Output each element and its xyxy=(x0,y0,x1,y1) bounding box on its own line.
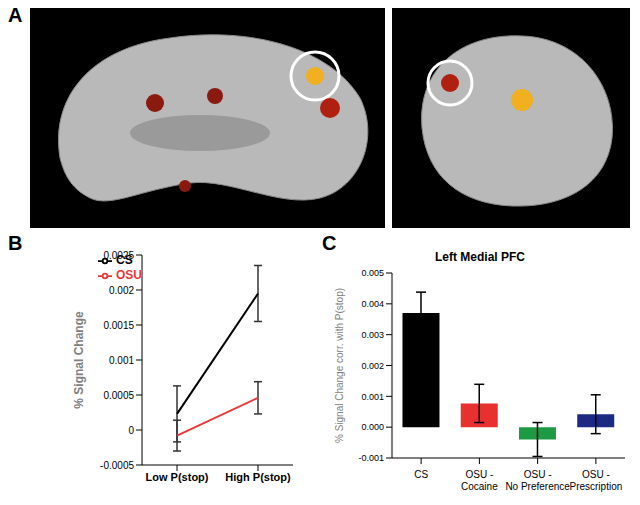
svg-text:0.0015: 0.0015 xyxy=(103,320,134,331)
svg-text:0.0005: 0.0005 xyxy=(103,390,134,401)
svg-text:0.005: 0.005 xyxy=(361,268,384,278)
svg-text:0.0025: 0.0025 xyxy=(103,250,134,261)
svg-text:Low P(stop): Low P(stop) xyxy=(146,471,209,483)
svg-text:% Signal Change: % Signal Change xyxy=(72,311,86,409)
svg-text:CS: CS xyxy=(414,469,428,480)
svg-text:High P(stop): High P(stop) xyxy=(225,471,291,483)
svg-text:OSU -No Preference: OSU -No Preference xyxy=(505,469,570,492)
svg-text:0.000: 0.000 xyxy=(361,422,384,432)
svg-text:0.001: 0.001 xyxy=(361,392,384,402)
svg-text:0.003: 0.003 xyxy=(361,330,384,340)
svg-text:OSU -Cocaine: OSU -Cocaine xyxy=(461,469,498,492)
svg-text:0.004: 0.004 xyxy=(361,299,384,309)
svg-text:0: 0 xyxy=(128,425,134,436)
svg-text:0.002: 0.002 xyxy=(361,361,384,371)
svg-text:0.002: 0.002 xyxy=(109,285,134,296)
svg-text:-0.001: -0.001 xyxy=(358,453,384,463)
svg-text:0.001: 0.001 xyxy=(109,355,134,366)
svg-text:% Signal Change corr. with P(s: % Signal Change corr. with P(stop) xyxy=(334,288,345,443)
svg-text:OSU -Prescription: OSU -Prescription xyxy=(569,469,622,492)
svg-text:-0.0005: -0.0005 xyxy=(100,460,134,471)
